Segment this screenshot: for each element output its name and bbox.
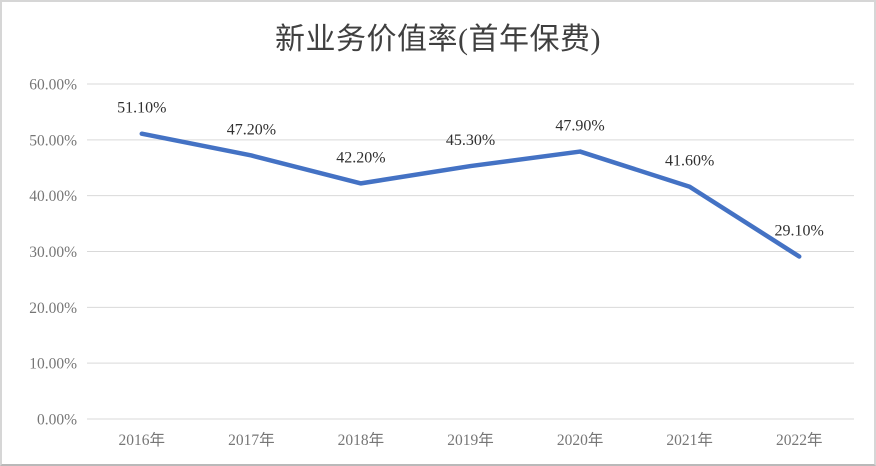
x-axis-tick-label: 2021年 <box>666 431 713 449</box>
y-axis-tick-label: 30.00% <box>29 244 77 261</box>
chart-title: 新业务价值率(首年保费) <box>275 23 601 56</box>
y-axis-tick-label: 0.00% <box>37 412 77 429</box>
x-axis-tick-label: 2018年 <box>338 431 385 449</box>
y-axis-tick-label: 10.00% <box>29 356 77 373</box>
x-axis-tick-label: 2022年 <box>776 431 823 449</box>
y-axis-tick-label: 50.00% <box>29 132 77 149</box>
y-axis-tick-label: 20.00% <box>29 300 77 317</box>
y-axis-tick-label: 40.00% <box>29 188 77 205</box>
x-axis-tick-label: 2019年 <box>447 431 494 449</box>
x-axis-tick-label: 2017年 <box>228 431 275 449</box>
data-point-label: 29.10% <box>775 223 824 240</box>
data-point-label: 41.60% <box>665 153 714 170</box>
data-point-label: 51.10% <box>117 100 166 117</box>
series-line <box>139 131 802 259</box>
data-point-label: 45.30% <box>446 132 495 149</box>
data-point-label: 42.20% <box>336 149 385 166</box>
x-axis-tick-label: 2020年 <box>557 431 604 449</box>
data-point-label: 47.90% <box>555 118 604 135</box>
y-axis-tick-label: 60.00% <box>29 77 77 94</box>
data-point-label: 47.20% <box>227 121 276 138</box>
x-axis-tick-label: 2016年 <box>119 431 166 449</box>
